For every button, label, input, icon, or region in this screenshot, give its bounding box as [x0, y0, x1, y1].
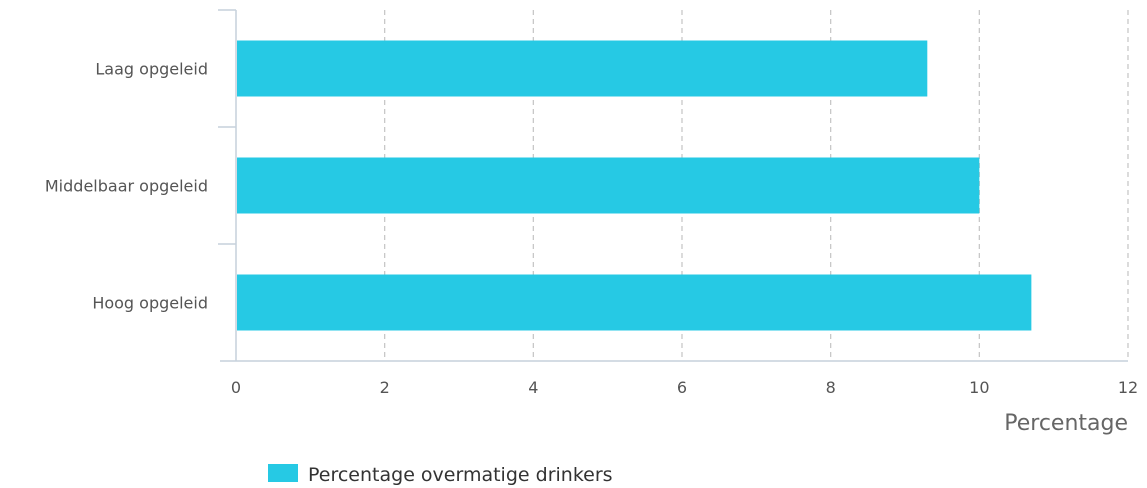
legend-label: Percentage overmatige drinkers: [308, 464, 613, 486]
x-axis-title: Percentage: [1004, 411, 1128, 436]
y-category-label: Laag opgeleid: [95, 60, 208, 79]
x-tick-label: 6: [677, 378, 687, 397]
x-tick-label: 8: [826, 378, 836, 397]
x-tick-label: 10: [969, 378, 989, 397]
labels: 0 2 4 6 8 10 12 Laag opgeleid Middelbaar opgelei…: [45, 60, 1138, 398]
legend[interactable]: Percentage overmatige drinkers: [268, 464, 613, 486]
y-category-label: Middelbaar opgeleid: [45, 177, 208, 196]
axes: [218, 9, 1128, 362]
x-tick-label: 2: [380, 378, 390, 397]
bar-0[interactable]: [237, 40, 928, 97]
bar-1[interactable]: [237, 157, 980, 214]
x-tick-label: 0: [231, 378, 241, 397]
bars: [237, 40, 1032, 331]
bar-2[interactable]: [237, 274, 1032, 331]
legend-swatch: [268, 464, 298, 482]
x-tick-label: 4: [528, 378, 538, 397]
x-tick-label: 12: [1118, 378, 1138, 397]
y-category-label: Hoog opgeleid: [92, 294, 208, 313]
